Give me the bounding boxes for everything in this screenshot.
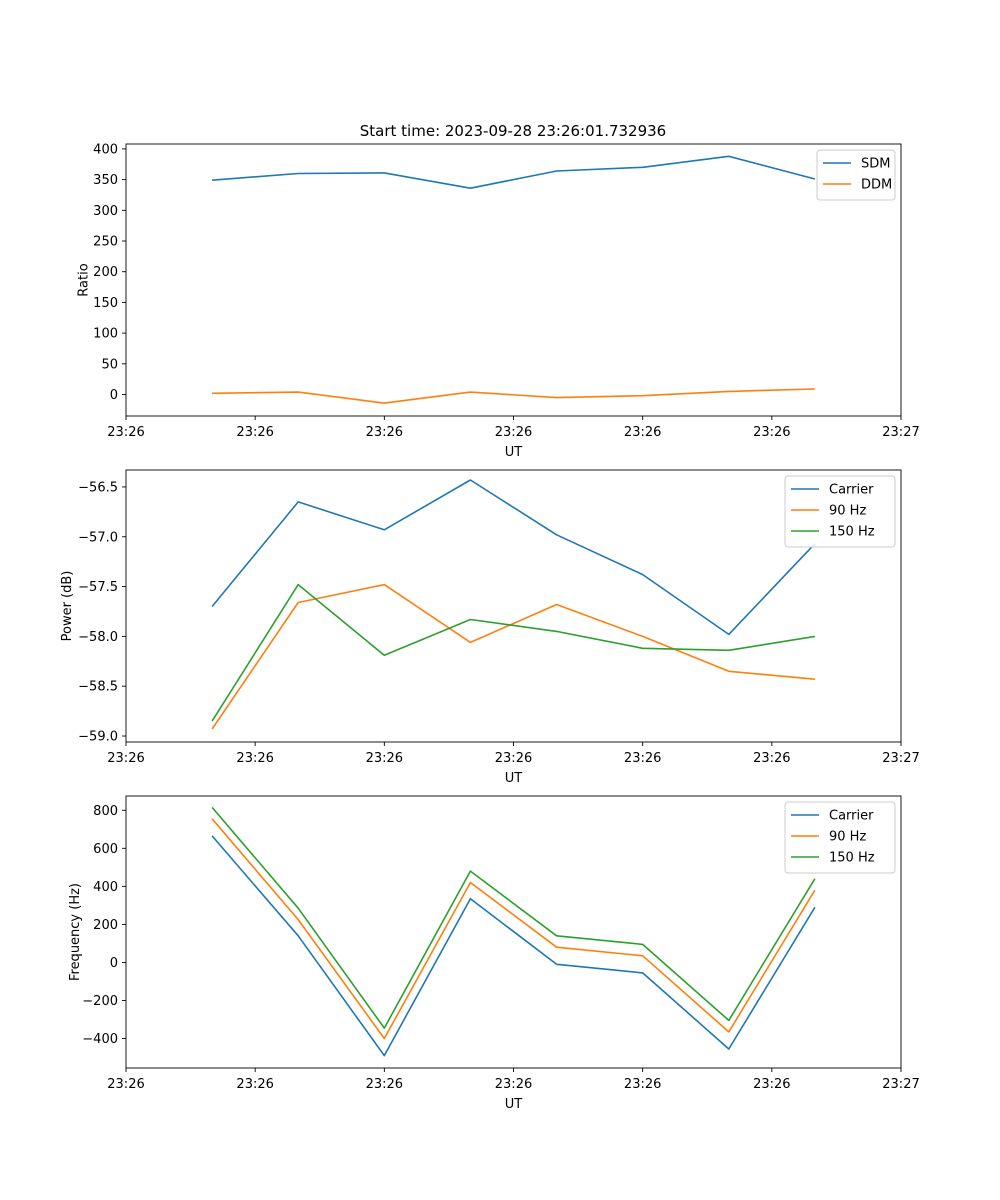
- ratio-y-tick-label: 100: [93, 327, 118, 342]
- power-legend-label-carrier: Carrier: [829, 483, 874, 498]
- power-x-tick-label: 23:26: [366, 751, 403, 766]
- power-legend-box: [784, 475, 896, 548]
- frequency-y-tick-label: −200: [82, 994, 118, 1009]
- ratio-y-tick-label: 350: [93, 173, 118, 188]
- ratio-legend: SDM DDM: [816, 149, 896, 201]
- frequency-series-150-hz-line: [211, 806, 816, 1029]
- power-y-tick-label: −57.5: [78, 580, 118, 595]
- power-y-tick-label: −57.0: [78, 530, 118, 545]
- frequency-panel: 23:26 23:26 23:26 23:26 23:26 23:26 23:27 −400 −…: [68, 795, 920, 1112]
- power-legend-label-150-hz: 150 Hz: [829, 525, 875, 540]
- frequency-y-tick-label: 600: [93, 842, 118, 857]
- ratio-y-tick-label: 400: [93, 142, 118, 157]
- frequency-x-tick-label: 23:26: [624, 1077, 661, 1092]
- ratio-x-tick-label: 23:26: [624, 425, 661, 440]
- frequency-legend-label-90-hz: 90 Hz: [829, 830, 866, 845]
- power-series-carrier-line: [211, 479, 816, 636]
- frequency-series-carrier-line: [211, 835, 816, 1057]
- frequency-x-tick-label: 23:26: [366, 1077, 403, 1092]
- frequency-legend-label-carrier: Carrier: [829, 809, 874, 824]
- ratio-x-tick-label: 23:26: [236, 425, 273, 440]
- ratio-x-tick-label: 23:27: [882, 425, 919, 440]
- ratio-x-axis-label: UT: [505, 445, 523, 460]
- frequency-series-90-hz-line: [211, 818, 816, 1040]
- ratio-y-tick-label: 0: [110, 388, 118, 403]
- frequency-x-tick-label: 23:26: [753, 1077, 790, 1092]
- ratio-series-ddm-line: [212, 388, 815, 404]
- figure-title: Start time: 2023-09-28 23:26:01.732936: [360, 122, 666, 140]
- frequency-y-tick-label: 800: [93, 804, 118, 819]
- frequency-x-tick-label: 23:26: [107, 1077, 144, 1092]
- ratio-legend-label-ddm: DDM: [861, 178, 892, 193]
- power-x-axis-label: UT: [505, 771, 523, 786]
- frequency-y-tick-label: 200: [93, 918, 118, 933]
- frequency-legend: Carrier 90 Hz 150 Hz: [784, 801, 896, 874]
- frequency-x-tick-label: 23:27: [882, 1077, 919, 1092]
- power-legend-label-90-hz: 90 Hz: [829, 504, 866, 519]
- ratio-y-tick-label: 50: [101, 357, 118, 372]
- power-x-tick-label: 23:26: [495, 751, 532, 766]
- frequency-y-tick-label: −400: [82, 1032, 118, 1047]
- power-y-tick-label: −58.0: [78, 630, 118, 645]
- ratio-legend-label-sdm: SDM: [861, 157, 890, 172]
- frequency-y-tick-label: 400: [93, 880, 118, 895]
- ratio-y-tick-label: 150: [93, 296, 118, 311]
- power-y-axis-label: Power (dB): [60, 571, 75, 642]
- power-legend: Carrier 90 Hz 150 Hz: [784, 475, 896, 548]
- frequency-legend-box: [784, 801, 896, 874]
- power-y-tick-label: −58.5: [78, 680, 118, 695]
- ratio-y-axis-label: Ratio: [76, 263, 91, 296]
- frequency-y-axis-label: Frequency (Hz): [68, 883, 83, 981]
- ratio-x-tick-label: 23:26: [495, 425, 532, 440]
- power-x-tick-label: 23:26: [107, 751, 144, 766]
- power-series-150-hz-line: [211, 583, 816, 722]
- ratio-x-tick-label: 23:26: [753, 425, 790, 440]
- ratio-series-sdm-line: [212, 155, 816, 189]
- ratio-y-tick-label: 300: [93, 204, 118, 219]
- ratio-panel: 23:26 23:26 23:26 23:26 23:26 23:26 23:27 0 50 10…: [76, 142, 919, 460]
- power-x-tick-label: 23:27: [882, 751, 919, 766]
- power-x-tick-label: 23:26: [753, 751, 790, 766]
- ratio-x-tick-label: 23:26: [366, 425, 403, 440]
- power-y-tick-label: −59.0: [78, 730, 118, 745]
- frequency-x-tick-label: 23:26: [495, 1077, 532, 1092]
- frequency-legend-label-150-hz: 150 Hz: [829, 851, 875, 866]
- power-x-tick-label: 23:26: [236, 751, 273, 766]
- power-panel: 23:26 23:26 23:26 23:26 23:26 23:26 23:27 −59.0…: [60, 469, 920, 786]
- power-x-tick-label: 23:26: [624, 751, 661, 766]
- ratio-y-tick-label: 200: [93, 265, 118, 280]
- frequency-x-tick-label: 23:26: [236, 1077, 273, 1092]
- power-series-90-hz-line: [211, 583, 815, 730]
- ratio-y-tick-label: 250: [93, 235, 118, 250]
- power-y-tick-label: −56.5: [78, 480, 118, 495]
- frequency-x-axis-label: UT: [505, 1097, 523, 1112]
- frequency-y-tick-label: 0: [110, 956, 118, 971]
- ratio-x-tick-label: 23:26: [107, 425, 144, 440]
